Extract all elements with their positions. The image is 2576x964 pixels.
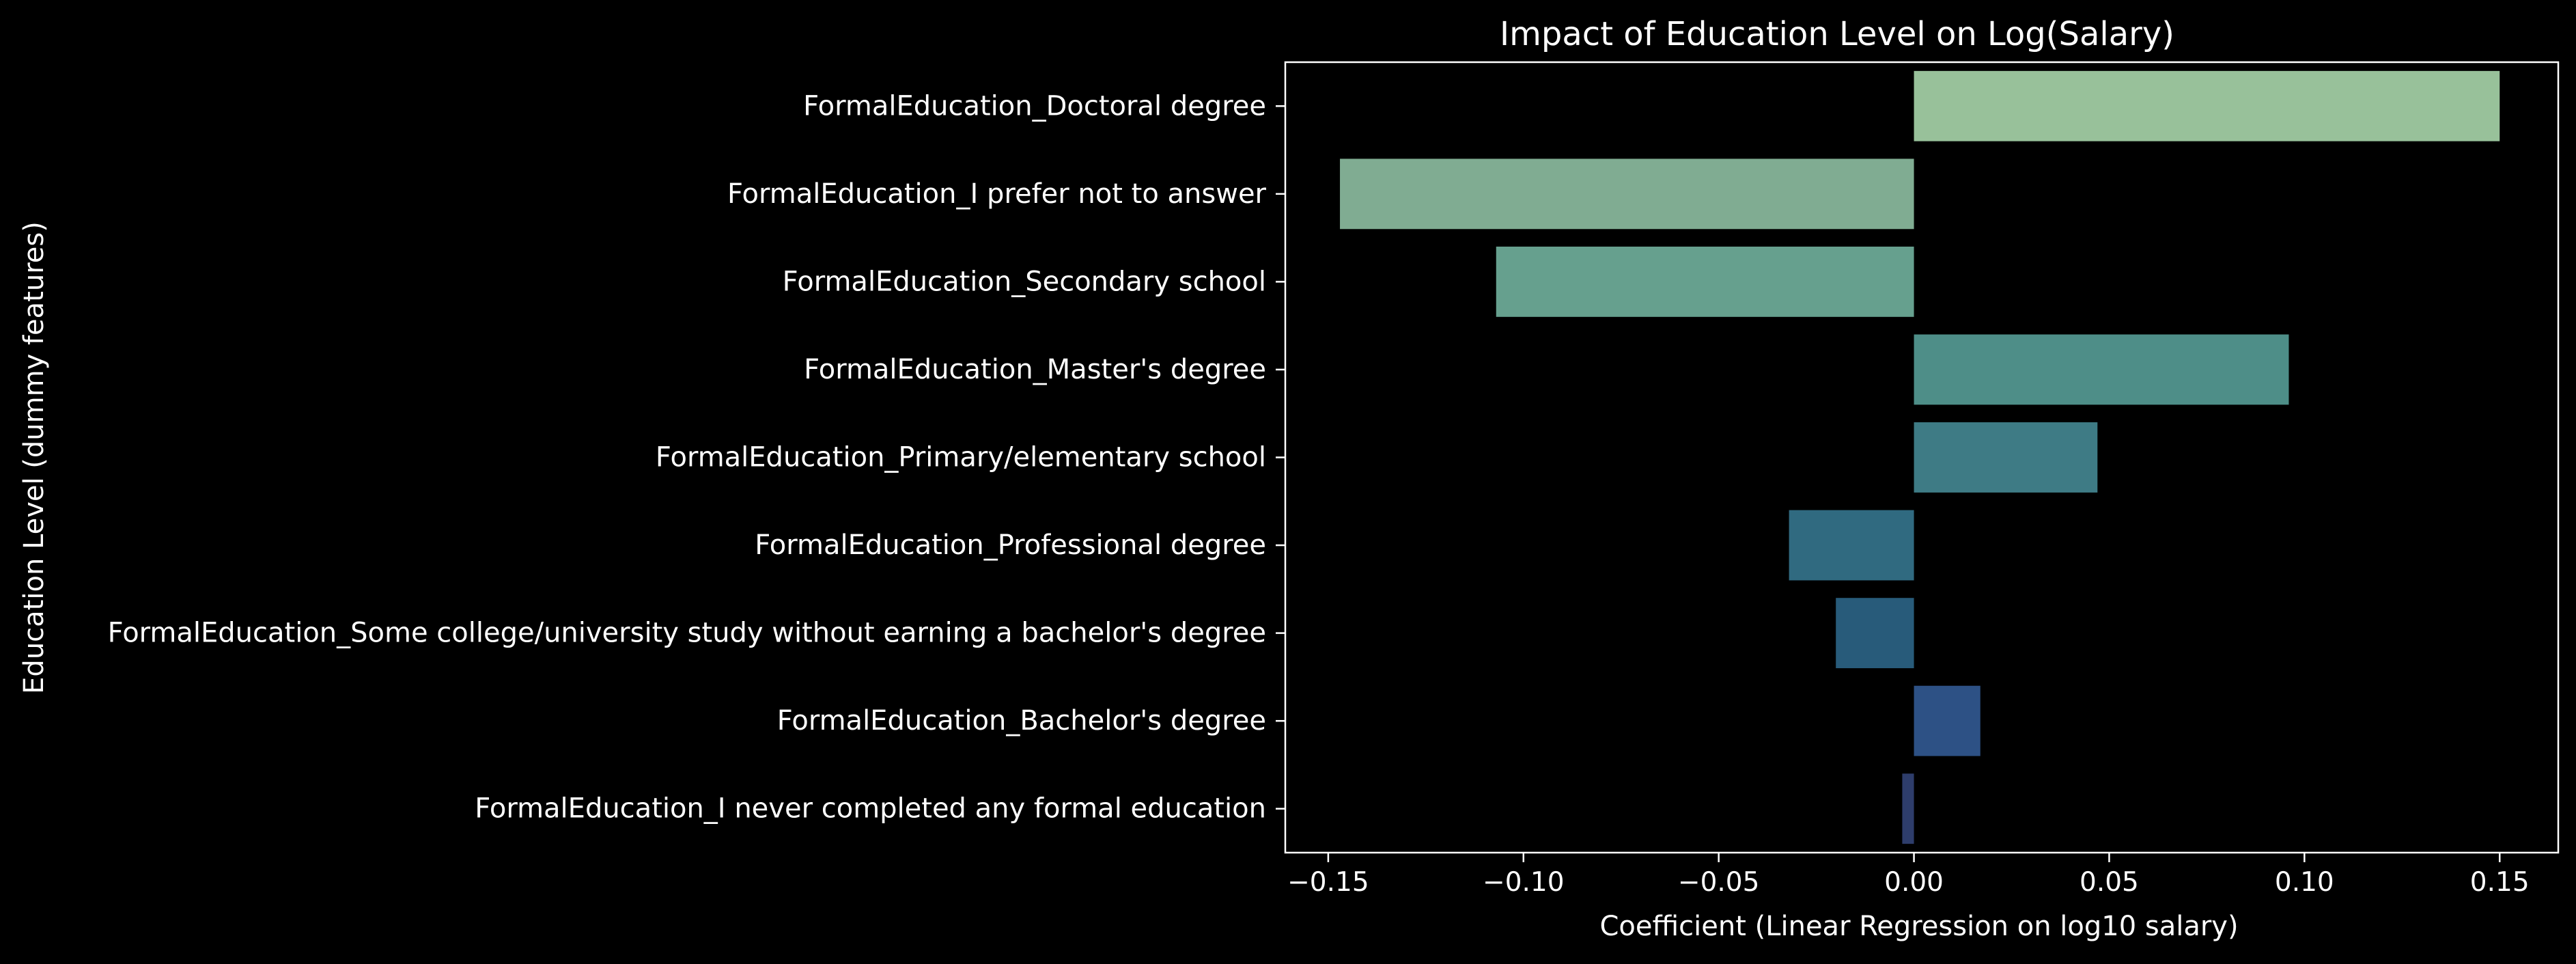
y-tick-label: FormalEducation_Bachelor's degree xyxy=(777,705,1266,736)
y-axis-label: Education Level (dummy features) xyxy=(18,221,50,694)
y-tick-label: FormalEducation_Primary/elementary schoo… xyxy=(656,442,1266,473)
x-axis: −0.15 −0.10 −0.05 0.00 0.05 0.10 0.15 xyxy=(1287,853,2530,898)
x-axis-label: Coefficient (Linear Regression on log10 … xyxy=(1599,911,2238,942)
bars-group xyxy=(1340,70,2500,844)
chart-title: Impact of Education Level on Log(Salary) xyxy=(1500,15,2174,53)
bar-4 xyxy=(1914,334,2289,405)
bar-2 xyxy=(1340,159,1914,230)
y-tick-label: FormalEducation_Secondary school xyxy=(783,266,1266,297)
y-axis: FormalEducation_Doctoral degree FormalEdu… xyxy=(108,90,1285,825)
x-tick-label: 0.05 xyxy=(2080,867,2139,898)
y-tick-label: FormalEducation_Doctoral degree xyxy=(803,90,1266,122)
bar-5 xyxy=(1914,422,2098,493)
bar-6 xyxy=(1789,510,1914,581)
x-tick-label: 0.15 xyxy=(2470,867,2530,898)
x-tick-label: 0.00 xyxy=(1884,867,1944,898)
x-tick-label: −0.15 xyxy=(1287,867,1369,898)
y-tick-label: FormalEducation_Some college/university … xyxy=(108,618,1266,649)
y-tick-label: FormalEducation_Professional degree xyxy=(755,529,1266,561)
y-tick-label: FormalEducation_I never completed any fo… xyxy=(475,793,1266,825)
bar-8 xyxy=(1914,685,1980,756)
y-tick-label: FormalEducation_Master's degree xyxy=(804,354,1266,385)
x-tick-label: 0.10 xyxy=(2275,867,2334,898)
x-tick-label: −0.05 xyxy=(1678,867,1760,898)
bar-3 xyxy=(1496,246,1914,317)
bar-7 xyxy=(1836,598,1914,669)
y-tick-label: FormalEducation_I prefer not to answer xyxy=(727,178,1267,210)
bar-9 xyxy=(1902,773,1914,844)
bar-1 xyxy=(1914,70,2500,141)
x-tick-label: −0.10 xyxy=(1483,867,1565,898)
